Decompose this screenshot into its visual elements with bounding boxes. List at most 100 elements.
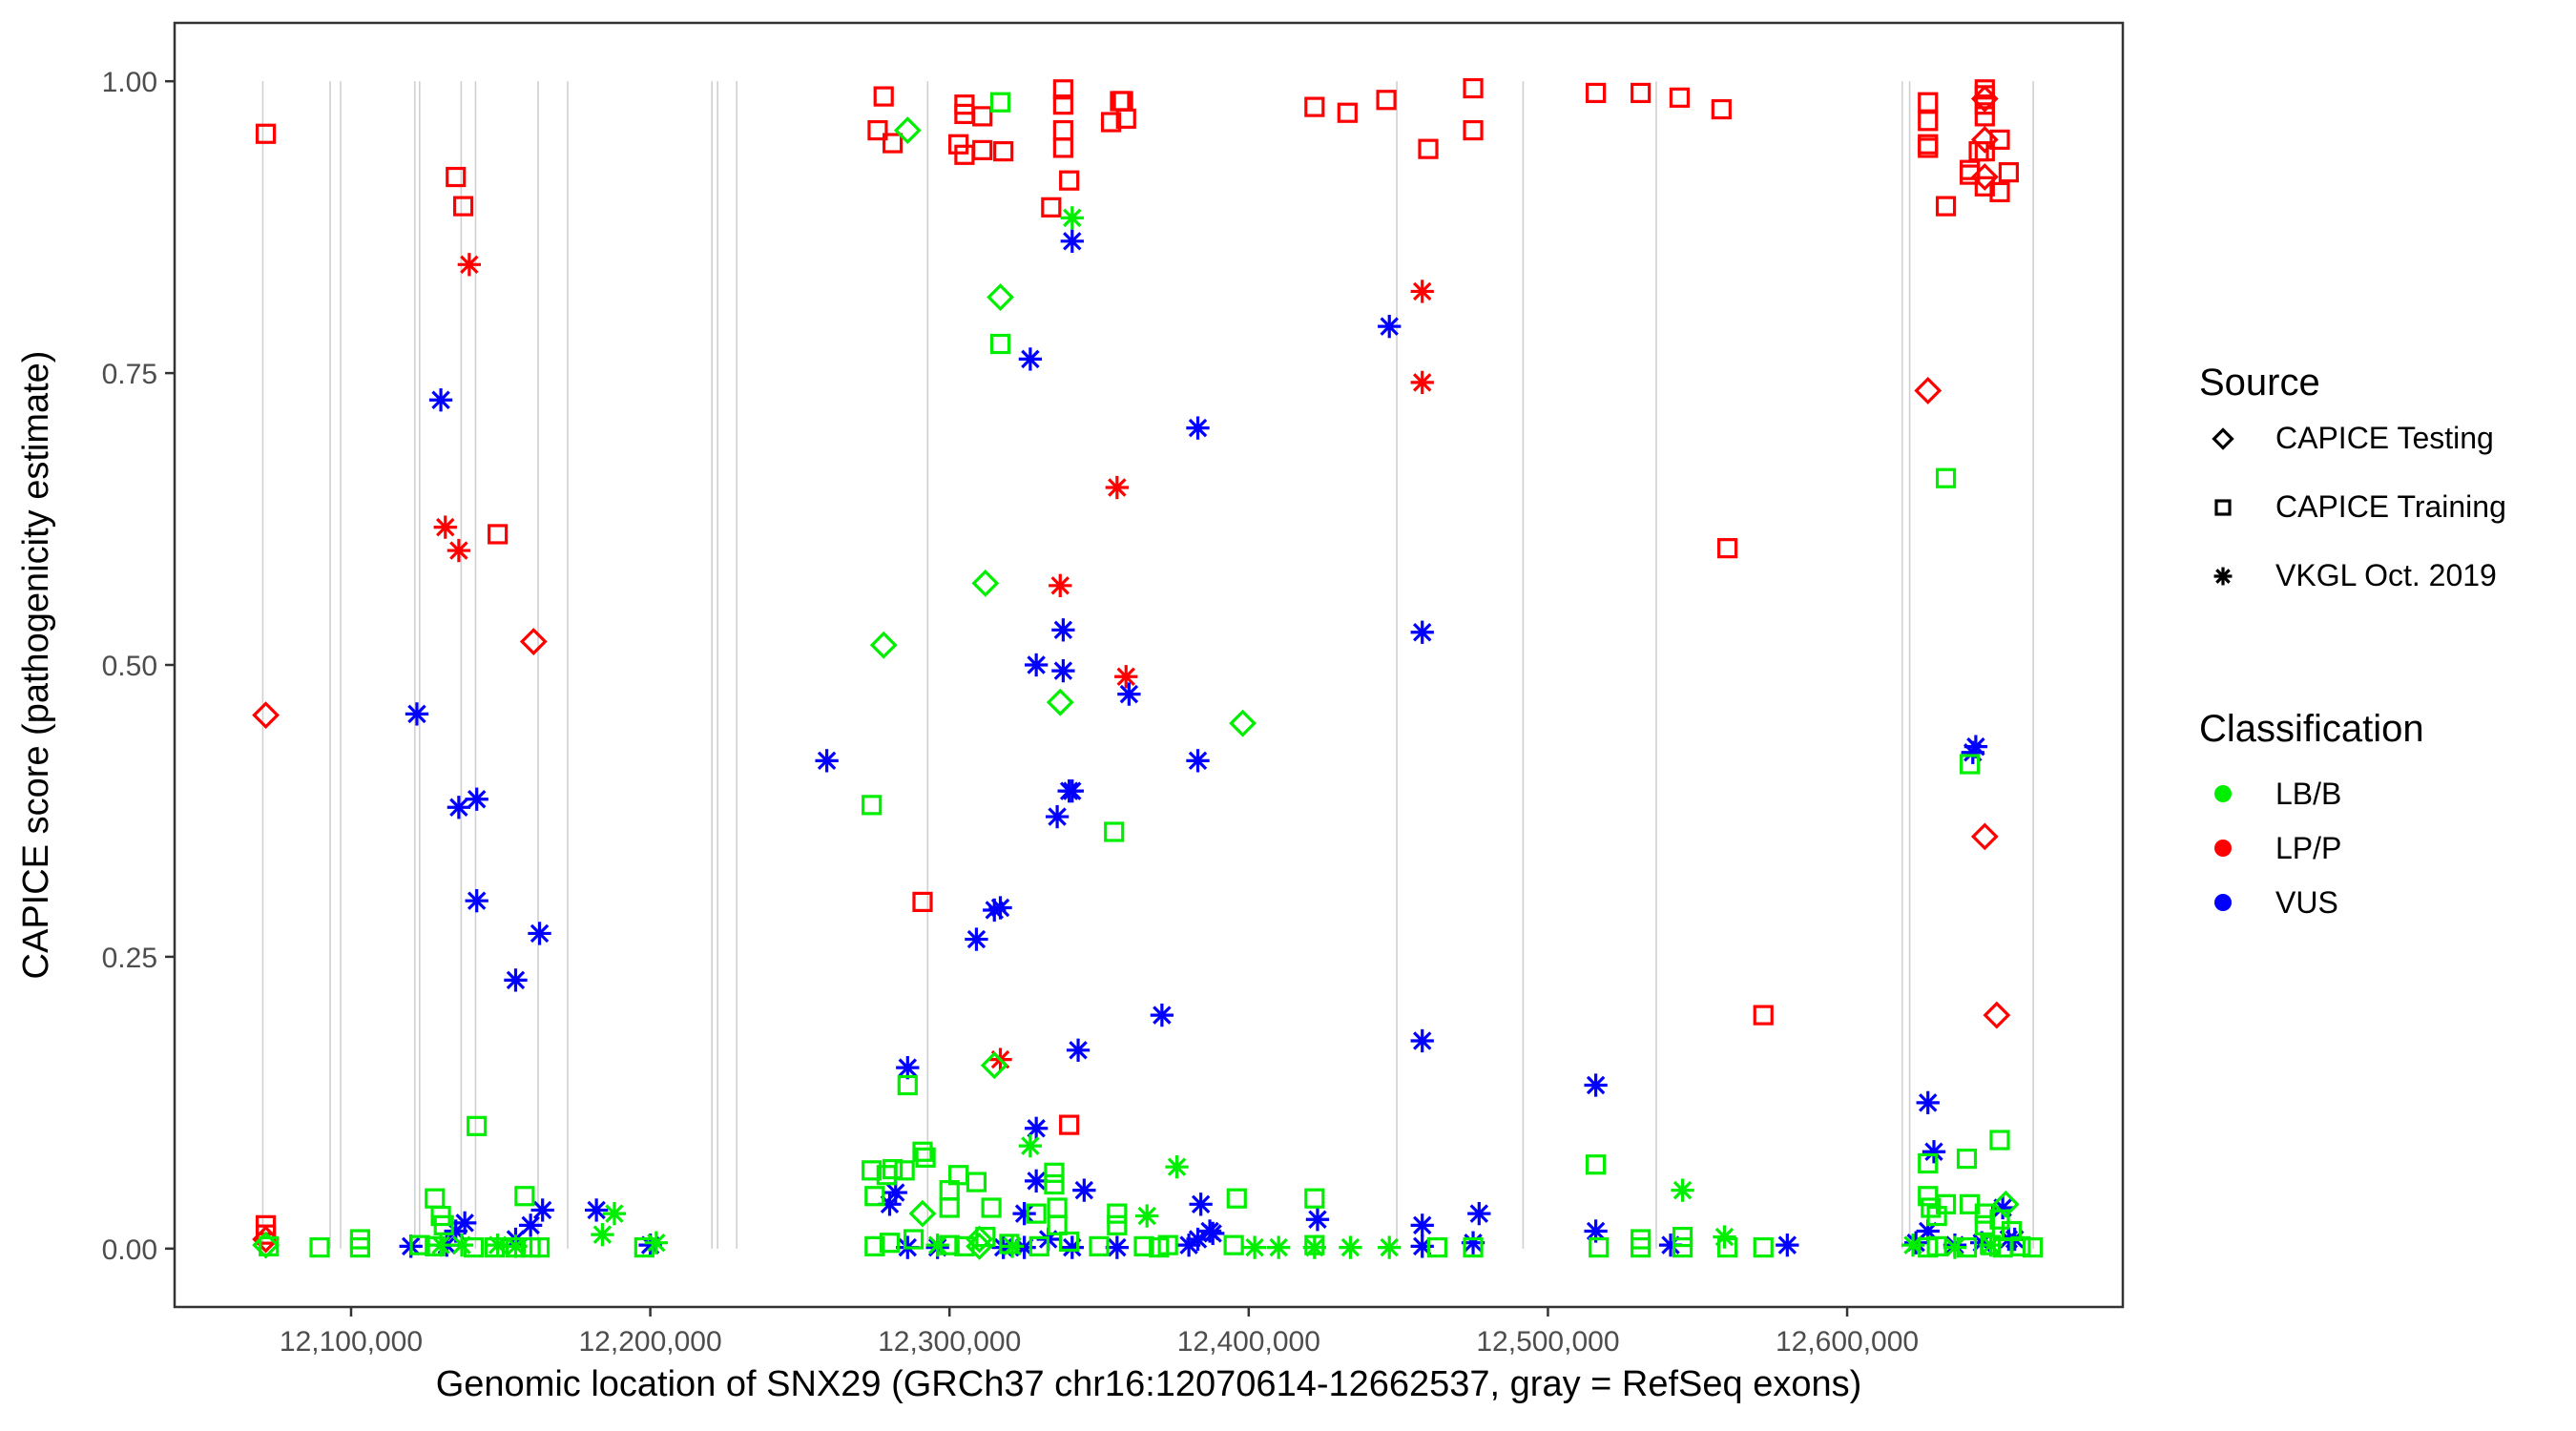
data-point	[529, 1236, 551, 1258]
data-point	[864, 1186, 885, 1207]
data-point	[915, 1147, 936, 1168]
data-point	[894, 1160, 915, 1181]
data-point	[1028, 1235, 1049, 1256]
data-point	[879, 1233, 901, 1254]
data-point	[948, 134, 969, 155]
data-point	[518, 1213, 543, 1237]
data-point	[965, 927, 988, 951]
data-point	[1974, 141, 1995, 162]
data-point	[1717, 538, 1738, 559]
data-point	[1935, 467, 1957, 488]
data-point	[1378, 314, 1402, 339]
y-axis-title: CAPICE score (pathogenicity estimate)	[16, 351, 56, 980]
data-point	[1060, 1235, 1084, 1259]
data-point	[989, 333, 1011, 355]
data-point	[349, 1236, 370, 1258]
data-point	[1046, 688, 1074, 716]
data-point	[1989, 181, 2010, 203]
data-point	[428, 388, 453, 412]
data-point	[504, 1234, 528, 1258]
data-point	[1916, 1090, 1940, 1115]
data-point	[1226, 1188, 1247, 1209]
data-point	[1672, 1226, 1693, 1248]
data-point	[1672, 1236, 1693, 1258]
data-point	[1960, 754, 1981, 775]
data-point	[591, 1222, 614, 1247]
data-point	[1467, 1201, 1491, 1226]
data-point	[999, 1234, 1020, 1255]
data-point	[1974, 1214, 1995, 1235]
x-tick-label: 12,300,000	[878, 1326, 1021, 1358]
data-point	[1157, 1234, 1178, 1255]
data-point	[1339, 1235, 1362, 1259]
y-tick-label: 0.75	[102, 359, 157, 390]
data-point	[1753, 1236, 1774, 1258]
data-point	[2022, 1236, 2044, 1258]
data-point	[1117, 682, 1141, 706]
data-point	[1974, 176, 1995, 197]
y-tick-label: 0.00	[102, 1234, 157, 1266]
data-point	[1974, 94, 1995, 115]
data-point	[1631, 82, 1652, 104]
x-axis: 12,100,000 12,200,000 12,300,000 12,400,000…	[280, 1307, 1919, 1358]
data-point	[1463, 1236, 1484, 1258]
data-point	[1711, 98, 1732, 120]
data-point	[1589, 1236, 1610, 1258]
x-tick-label: 12,500,000	[1476, 1326, 1619, 1358]
data-point	[1979, 1233, 2003, 1257]
data-point	[1089, 1235, 1110, 1256]
data-point	[972, 139, 993, 160]
data-point	[1242, 1235, 1267, 1259]
data-point	[1115, 108, 1136, 129]
data-point	[1304, 1188, 1325, 1209]
data-point	[1059, 1114, 1080, 1135]
data-point	[1713, 1225, 1736, 1249]
data-point	[1418, 138, 1439, 159]
data-point	[983, 898, 1007, 923]
data-point	[433, 1214, 454, 1235]
plot-panel-background	[175, 23, 2123, 1307]
data-point	[1989, 1130, 2010, 1151]
data-point	[452, 196, 474, 217]
data-point	[447, 796, 471, 819]
data-point	[1059, 1231, 1080, 1253]
data-point	[1072, 1178, 1096, 1202]
data-point	[486, 1233, 509, 1257]
data-point	[1914, 377, 1942, 404]
data-point	[987, 283, 1014, 311]
legend-label: LB/B	[2275, 777, 2341, 811]
data-point	[939, 1197, 960, 1218]
data-point	[1044, 1162, 1065, 1183]
legend-title-source: Source	[2199, 362, 2320, 404]
data-point	[405, 702, 429, 726]
data-point	[1671, 1178, 1694, 1202]
data-point	[912, 1141, 933, 1162]
data-point	[1410, 620, 1434, 644]
data-point	[530, 1198, 554, 1222]
data-point	[1753, 1005, 1774, 1026]
data-point	[1107, 1203, 1128, 1224]
data-point	[1105, 1235, 1129, 1259]
data-point	[966, 1232, 993, 1260]
exon-lines	[261, 81, 2034, 1249]
data-point	[2010, 1235, 2031, 1256]
data-point	[971, 569, 1000, 597]
data-point	[862, 1160, 883, 1181]
data-point	[908, 1199, 937, 1228]
data-point	[1025, 1116, 1049, 1140]
data-point	[1100, 112, 1122, 133]
data-point	[309, 1236, 330, 1258]
data-point	[1000, 1234, 1025, 1258]
data-point	[1337, 102, 1358, 123]
data-point	[1776, 1233, 1799, 1257]
legend-title-classification: Classification	[2199, 708, 2424, 750]
data-point	[252, 1231, 280, 1259]
data-point	[465, 787, 488, 811]
data-point	[1060, 779, 1084, 803]
data-point	[504, 968, 528, 992]
data-point	[1223, 1234, 1244, 1255]
data-point	[1186, 1227, 1210, 1252]
legend-key-dot-icon	[2214, 840, 2232, 857]
data-point	[1133, 1235, 1154, 1256]
y-tick-label: 1.00	[102, 67, 157, 98]
